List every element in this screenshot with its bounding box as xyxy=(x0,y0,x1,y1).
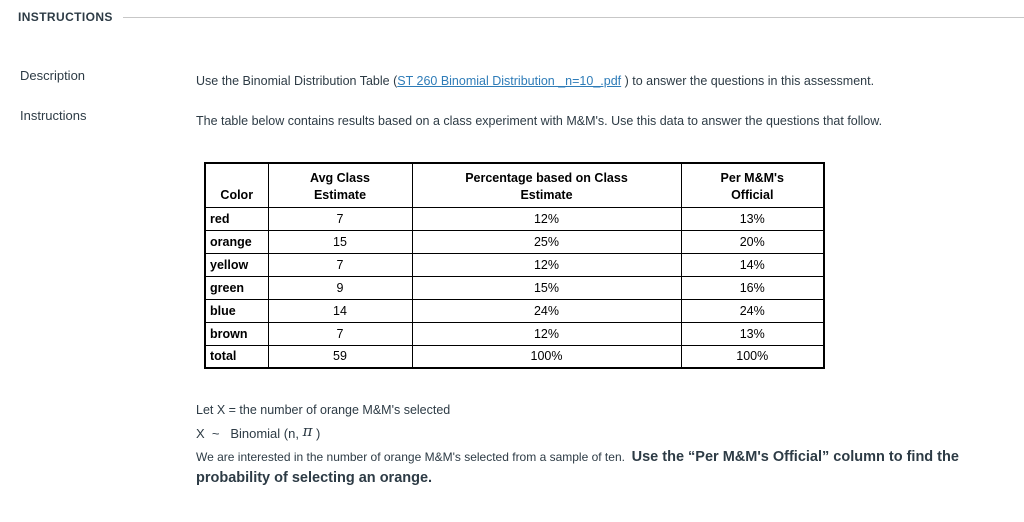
pct-estimate-cell: 12% xyxy=(411,252,682,277)
pct-estimate-cell: 24% xyxy=(411,298,682,323)
formula-suffix: ) xyxy=(312,426,321,441)
official-pct-cell: 13% xyxy=(680,206,825,231)
description-suffix: ) to answer the questions in this assess… xyxy=(621,74,875,88)
official-pct-cell: 16% xyxy=(680,275,825,300)
avg-estimate-cell: 7 xyxy=(267,206,413,231)
color-cell: total xyxy=(204,344,269,369)
header-divider xyxy=(122,16,1024,18)
table-row-total: total 59 100% 100% xyxy=(204,344,825,369)
official-pct-cell: 100% xyxy=(680,344,825,369)
binomial-table-pdf-link[interactable]: ST 260 Binomial Distribution _n=10_.pdf xyxy=(397,74,622,88)
official-pct-cell: 14% xyxy=(680,252,825,277)
table-row-orange: orange 15 25% 20% xyxy=(204,229,825,254)
color-cell: green xyxy=(204,275,269,300)
column-header-avg-class-estimate: Avg Class Estimate xyxy=(267,162,413,208)
avg-estimate-cell: 7 xyxy=(267,321,413,346)
avg-estimate-cell: 59 xyxy=(267,344,413,369)
interest-bold-text: Use the “Per M&M's Official” column to f… xyxy=(196,449,963,486)
let-x-definition: Let X = the number of orange M&M's selec… xyxy=(196,403,451,417)
instructions-label: Instructions xyxy=(20,108,87,123)
pct-estimate-cell: 100% xyxy=(411,344,682,369)
avg-estimate-cell: 7 xyxy=(267,252,413,277)
table-row-green: green 9 15% 16% xyxy=(204,275,825,300)
table-row-brown: brown 7 12% 13% xyxy=(204,321,825,346)
official-pct-cell: 13% xyxy=(680,321,825,346)
pct-estimate-cell: 12% xyxy=(411,206,682,231)
color-cell: red xyxy=(204,206,269,231)
color-cell: orange xyxy=(204,229,269,254)
avg-estimate-cell: 14 xyxy=(267,298,413,323)
official-pct-cell: 20% xyxy=(680,229,825,254)
table-header-row: Color Avg Class Estimate Percentage based… xyxy=(204,162,825,208)
official-pct-cell: 24% xyxy=(680,298,825,323)
table-row-yellow: yellow 7 12% 14% xyxy=(204,252,825,277)
column-header-percentage-class-estimate: Percentage based on Class Estimate xyxy=(411,162,682,208)
interest-statement: We are interested in the number of orang… xyxy=(196,447,1002,489)
avg-estimate-cell: 15 xyxy=(267,229,413,254)
mm-results-table: Color Avg Class Estimate Percentage based… xyxy=(204,162,825,369)
avg-estimate-cell: 9 xyxy=(267,275,413,300)
description-label: Description xyxy=(20,68,86,83)
pct-estimate-cell: 25% xyxy=(411,229,682,254)
column-header-per-mms-official: Per M&M's Official xyxy=(680,162,825,208)
instructions-section-header: INSTRUCTIONS xyxy=(18,10,1024,24)
color-cell: blue xyxy=(204,298,269,323)
color-cell: brown xyxy=(204,321,269,346)
pct-estimate-cell: 12% xyxy=(411,321,682,346)
color-cell: yellow xyxy=(204,252,269,277)
page-title: INSTRUCTIONS xyxy=(18,10,113,24)
column-header-color: Color xyxy=(204,162,269,208)
description-text: Use the Binomial Distribution Table (ST … xyxy=(196,73,1008,90)
formula-prefix: X ~ Binomial (n, xyxy=(196,426,303,441)
pct-estimate-cell: 15% xyxy=(411,275,682,300)
table-row-red: red 7 12% 13% xyxy=(204,206,825,231)
pi-symbol: π xyxy=(302,422,313,440)
binomial-distribution-formula: X ~ Binomial (n, π ) xyxy=(196,422,321,442)
instructions-intro: The table below contains results based o… xyxy=(196,114,883,128)
description-prefix: Use the Binomial Distribution Table ( xyxy=(196,74,398,88)
table-row-blue: blue 14 24% 24% xyxy=(204,298,825,323)
interest-normal-text: We are interested in the number of orang… xyxy=(196,450,632,464)
